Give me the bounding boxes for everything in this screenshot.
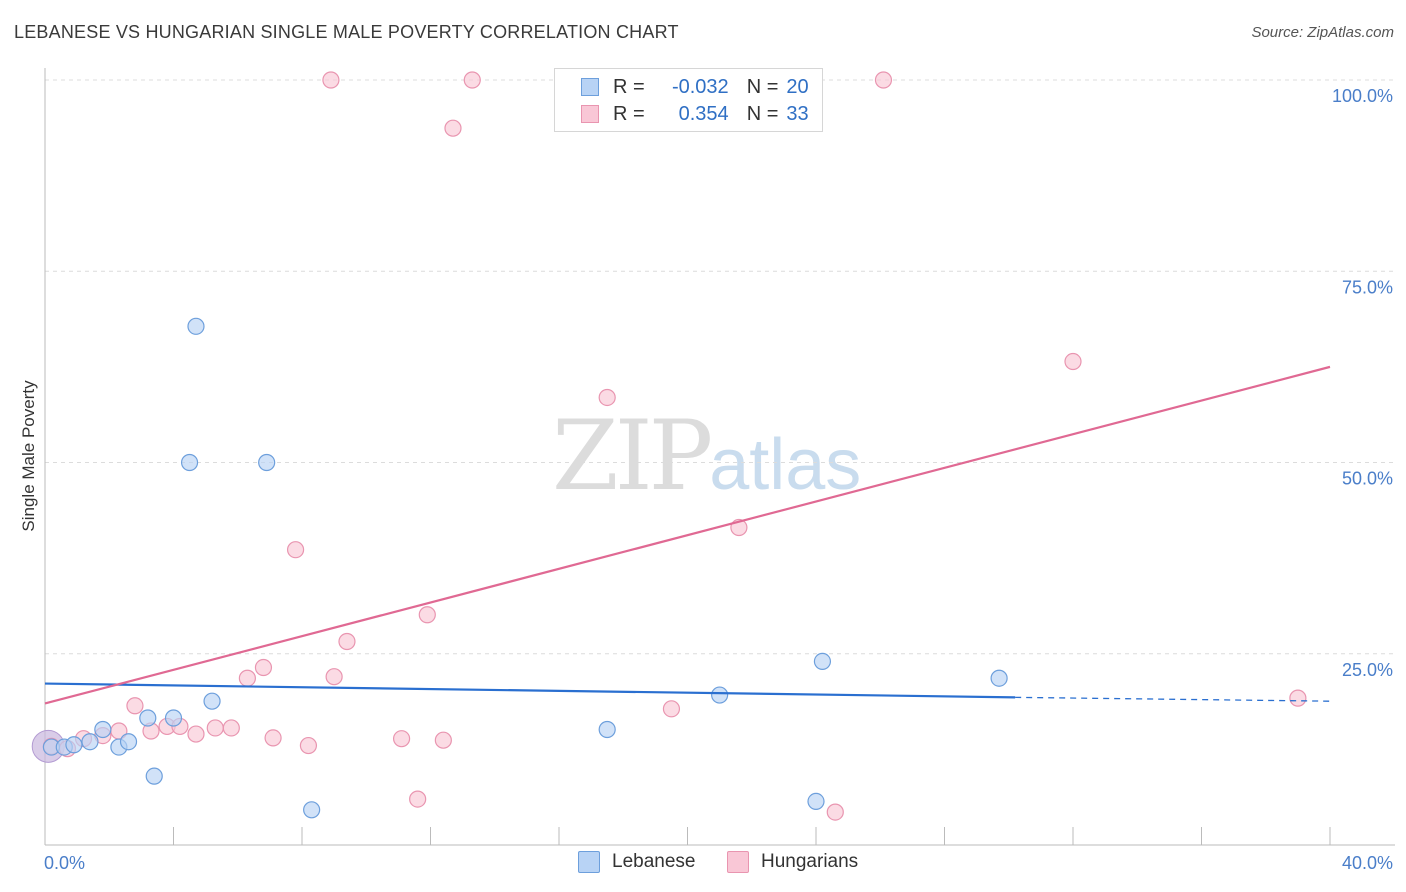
legend-item-hungarians[interactable]: Hungarians bbox=[727, 851, 858, 873]
hungarian-point bbox=[1289, 689, 1307, 707]
hungarian-point bbox=[409, 790, 427, 808]
hungarian-point bbox=[874, 71, 893, 89]
lebanese-point bbox=[145, 767, 163, 785]
legend-n-value: 20 bbox=[786, 75, 809, 98]
source-label: Source: ZipAtlas.com bbox=[1251, 24, 1394, 41]
legend-label-hungarians: Hungarians bbox=[761, 851, 859, 872]
lebanese-point bbox=[187, 317, 205, 335]
legend-row-lebanese: R = -0.032 N = 20 bbox=[581, 75, 809, 99]
legend-row-hungarians: R = 0.354 N = 33 bbox=[581, 102, 809, 126]
hungarian-point bbox=[826, 803, 844, 821]
lebanese-point bbox=[65, 736, 83, 754]
legend-label-lebanese: Lebanese bbox=[612, 851, 696, 872]
lebanese-trendline bbox=[44, 682, 1016, 699]
hungarian-point bbox=[286, 541, 305, 559]
lebanese-point bbox=[711, 686, 729, 704]
series-legend: Lebanese Hungarians bbox=[0, 851, 1406, 877]
hungarian-point bbox=[338, 632, 356, 651]
hungarian-trendline bbox=[44, 365, 1331, 705]
hungarian-point bbox=[299, 736, 318, 755]
hungarian-point bbox=[392, 730, 411, 748]
lebanese-point bbox=[813, 652, 832, 671]
hungarian-point bbox=[418, 606, 436, 624]
x-tick-label-max: 40.0% bbox=[1342, 853, 1393, 873]
legend-n-value: 33 bbox=[786, 102, 809, 125]
hungarian-point bbox=[264, 729, 282, 747]
lebanese-trendline-extension bbox=[1015, 696, 1331, 702]
lebanese-point bbox=[598, 720, 616, 739]
legend-r-label: R = bbox=[613, 75, 645, 98]
y-tick-label: 75.0% bbox=[1342, 277, 1393, 297]
blue-swatch bbox=[581, 78, 599, 96]
chart-title: LEBANESE VS HUNGARIAN SINGLE MALE POVERT… bbox=[14, 22, 679, 42]
hungarian-point bbox=[222, 719, 240, 737]
lebanese-point bbox=[81, 733, 99, 751]
hungarian-point bbox=[598, 388, 616, 407]
legend-r-label: R = bbox=[613, 102, 645, 125]
y-tick-label: 50.0% bbox=[1342, 469, 1393, 489]
hungarian-point bbox=[434, 731, 452, 749]
lebanese-point bbox=[990, 669, 1008, 687]
x-tick-label-min: 0.0% bbox=[44, 853, 85, 873]
lebanese-point bbox=[180, 453, 199, 472]
hungarian-point bbox=[238, 669, 256, 687]
hungarian-point bbox=[662, 700, 681, 718]
hungarians-swatch bbox=[727, 851, 749, 873]
lebanese-point bbox=[303, 801, 321, 819]
hungarian-point bbox=[1064, 352, 1082, 371]
hungarian-point bbox=[322, 71, 340, 89]
hungarian-point bbox=[254, 658, 273, 677]
y-axis-label: Single Male Poverty bbox=[19, 380, 38, 532]
lebanese-point bbox=[807, 792, 825, 810]
legend-r-value: 0.354 bbox=[678, 102, 729, 125]
watermark-zip: ZIP bbox=[552, 400, 713, 512]
legend-n-label: N = bbox=[746, 75, 779, 98]
correlation-legend: R = -0.032 N = 20 R = 0.354 N = 33 bbox=[554, 68, 823, 132]
lebanese-point bbox=[119, 733, 138, 751]
hungarian-point bbox=[463, 71, 481, 89]
lebanese-point bbox=[164, 709, 183, 727]
y-tick-label: 100.0% bbox=[1332, 86, 1393, 106]
legend-item-lebanese[interactable]: Lebanese bbox=[578, 851, 695, 873]
lebanese-swatch bbox=[578, 851, 600, 873]
lebanese-point bbox=[139, 709, 157, 727]
hungarian-point bbox=[444, 119, 462, 137]
y-tick-label: 25.0% bbox=[1342, 660, 1393, 680]
hungarian-point bbox=[126, 697, 144, 715]
hungarian-point bbox=[187, 725, 205, 743]
lebanese-point bbox=[203, 692, 221, 710]
lebanese-point bbox=[94, 720, 112, 739]
watermark-atlas: atlas bbox=[709, 425, 862, 505]
legend-n-label: N = bbox=[746, 102, 779, 125]
lebanese-point bbox=[258, 453, 276, 472]
hungarian-point bbox=[206, 719, 224, 737]
hungarian-point bbox=[325, 668, 343, 686]
legend-r-value: -0.032 bbox=[671, 75, 729, 98]
watermark: ZIPatlas bbox=[552, 400, 861, 512]
pink-swatch bbox=[581, 105, 599, 123]
